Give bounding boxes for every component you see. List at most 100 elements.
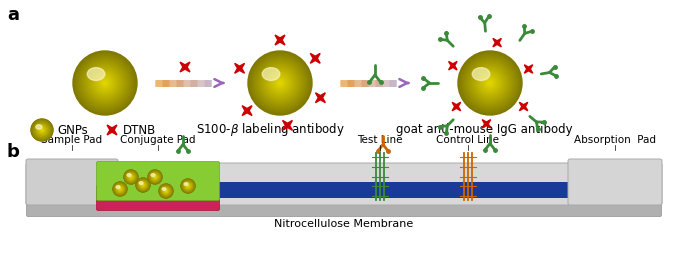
Ellipse shape [101, 79, 110, 87]
Ellipse shape [129, 175, 133, 179]
Ellipse shape [127, 173, 134, 180]
Ellipse shape [95, 72, 116, 94]
Ellipse shape [115, 184, 125, 194]
Polygon shape [235, 63, 245, 73]
Ellipse shape [116, 185, 125, 193]
Ellipse shape [140, 183, 145, 187]
Ellipse shape [162, 186, 171, 196]
Text: Conjugate Pad: Conjugate Pad [121, 135, 196, 145]
Ellipse shape [39, 127, 45, 133]
Ellipse shape [279, 82, 281, 84]
Ellipse shape [116, 185, 123, 192]
Ellipse shape [276, 79, 284, 87]
Ellipse shape [257, 59, 303, 106]
Ellipse shape [31, 119, 53, 141]
Text: Test Line: Test Line [358, 135, 403, 145]
Ellipse shape [117, 186, 123, 192]
Ellipse shape [127, 173, 136, 182]
Ellipse shape [33, 121, 51, 139]
Ellipse shape [114, 183, 126, 195]
Ellipse shape [102, 80, 108, 86]
Ellipse shape [87, 68, 105, 80]
Ellipse shape [127, 173, 135, 181]
Ellipse shape [89, 67, 121, 99]
Ellipse shape [77, 55, 133, 111]
Ellipse shape [137, 179, 149, 191]
Ellipse shape [93, 71, 116, 95]
Ellipse shape [88, 66, 122, 100]
Ellipse shape [149, 171, 161, 183]
Ellipse shape [33, 121, 51, 139]
Polygon shape [275, 35, 285, 45]
Ellipse shape [136, 178, 150, 192]
Ellipse shape [265, 68, 295, 98]
Ellipse shape [185, 183, 191, 189]
Bar [33, 182, 655, 198]
Ellipse shape [138, 180, 148, 190]
Ellipse shape [182, 179, 195, 193]
Ellipse shape [90, 68, 120, 98]
Ellipse shape [485, 78, 495, 88]
Ellipse shape [182, 180, 194, 192]
Ellipse shape [184, 182, 192, 190]
Ellipse shape [34, 121, 51, 138]
Text: Absorption  Pad: Absorption Pad [574, 135, 656, 145]
Ellipse shape [186, 184, 190, 188]
Ellipse shape [126, 172, 136, 182]
Ellipse shape [466, 59, 514, 106]
Ellipse shape [150, 172, 160, 182]
Ellipse shape [271, 73, 290, 93]
Ellipse shape [141, 183, 145, 187]
Ellipse shape [127, 173, 135, 181]
Ellipse shape [115, 184, 125, 194]
Ellipse shape [37, 125, 47, 135]
Ellipse shape [184, 182, 192, 190]
Ellipse shape [261, 64, 299, 102]
Ellipse shape [458, 51, 522, 115]
Ellipse shape [267, 70, 292, 96]
Ellipse shape [468, 61, 512, 105]
Ellipse shape [160, 185, 172, 197]
Ellipse shape [150, 172, 160, 182]
Ellipse shape [489, 82, 491, 84]
Ellipse shape [139, 181, 147, 189]
Polygon shape [519, 102, 528, 111]
Ellipse shape [263, 66, 297, 100]
Ellipse shape [161, 186, 171, 196]
Ellipse shape [141, 183, 145, 187]
Ellipse shape [142, 184, 144, 186]
FancyBboxPatch shape [568, 159, 662, 205]
Ellipse shape [258, 61, 302, 105]
Ellipse shape [260, 63, 300, 103]
Ellipse shape [118, 187, 122, 191]
FancyBboxPatch shape [26, 159, 118, 205]
Ellipse shape [466, 58, 514, 108]
Ellipse shape [182, 180, 195, 192]
Ellipse shape [249, 52, 311, 114]
Ellipse shape [149, 172, 160, 182]
Ellipse shape [138, 181, 147, 189]
Ellipse shape [186, 184, 190, 188]
Ellipse shape [125, 172, 136, 183]
Ellipse shape [36, 125, 42, 129]
Ellipse shape [127, 174, 134, 180]
Ellipse shape [35, 123, 49, 137]
Ellipse shape [86, 64, 124, 102]
Ellipse shape [248, 51, 312, 115]
Ellipse shape [273, 77, 286, 90]
Ellipse shape [480, 73, 499, 93]
Ellipse shape [140, 182, 146, 188]
Text: a: a [7, 6, 19, 24]
Ellipse shape [271, 75, 288, 91]
Ellipse shape [462, 55, 518, 111]
Ellipse shape [164, 188, 169, 193]
Ellipse shape [464, 57, 516, 109]
Text: GNPs: GNPs [57, 123, 88, 136]
Ellipse shape [115, 184, 125, 194]
Ellipse shape [163, 188, 169, 194]
Ellipse shape [128, 174, 134, 180]
Ellipse shape [40, 128, 44, 132]
Ellipse shape [125, 171, 137, 183]
Ellipse shape [125, 170, 138, 183]
Ellipse shape [75, 53, 135, 113]
